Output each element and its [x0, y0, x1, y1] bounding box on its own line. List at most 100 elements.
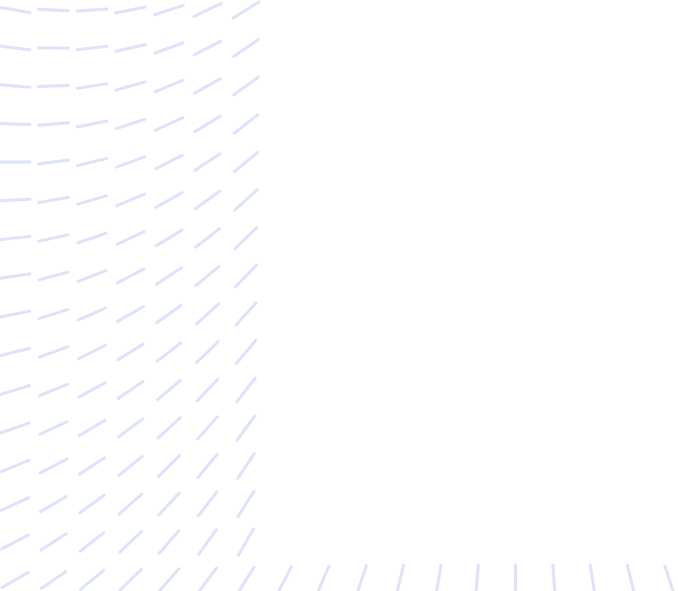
dash	[118, 568, 143, 591]
dash	[154, 191, 184, 209]
dash	[37, 308, 70, 320]
dash	[234, 263, 258, 289]
dash	[0, 533, 30, 551]
dash	[76, 194, 108, 206]
dash	[153, 116, 185, 132]
dash	[0, 121, 32, 127]
dash	[75, 7, 109, 13]
dash	[0, 272, 32, 280]
dash	[395, 563, 406, 591]
dash	[0, 496, 31, 512]
dash	[551, 563, 557, 591]
dash	[37, 7, 70, 13]
dash	[116, 342, 145, 362]
dash	[663, 564, 675, 591]
dash	[115, 230, 146, 246]
dash	[195, 377, 220, 403]
dash	[157, 529, 181, 555]
dash	[153, 78, 185, 94]
dash	[232, 38, 260, 58]
dash	[76, 231, 108, 245]
dash	[77, 456, 107, 476]
dash	[76, 269, 108, 283]
dash	[316, 564, 331, 591]
dash	[153, 3, 185, 17]
dash	[155, 303, 183, 325]
dash	[277, 565, 293, 591]
dash	[75, 44, 109, 52]
dash	[116, 380, 145, 400]
dash	[196, 452, 219, 480]
dash	[154, 153, 184, 171]
dash	[157, 567, 181, 591]
dash	[474, 563, 480, 591]
dash	[75, 156, 109, 168]
dash	[39, 532, 68, 552]
dash	[625, 563, 636, 591]
dash	[37, 158, 70, 166]
dash	[237, 565, 256, 591]
dash	[77, 381, 107, 399]
dash	[116, 417, 145, 439]
dash	[114, 43, 147, 53]
dash	[114, 155, 147, 169]
dash	[0, 346, 32, 358]
dash	[39, 494, 68, 514]
dash	[157, 491, 181, 517]
dash	[235, 376, 257, 404]
dash	[154, 266, 184, 286]
dash	[0, 421, 31, 435]
dash	[118, 530, 143, 554]
dash	[38, 457, 69, 475]
dash	[0, 309, 32, 319]
dash	[0, 458, 31, 474]
dash	[114, 117, 147, 131]
dash	[0, 384, 31, 396]
dash	[77, 343, 107, 361]
dash	[192, 2, 223, 18]
dash	[234, 339, 258, 365]
dash	[38, 382, 69, 398]
dash	[37, 345, 70, 359]
dash	[39, 569, 68, 591]
dash	[37, 195, 70, 205]
dash	[37, 270, 70, 282]
dash	[78, 493, 106, 515]
dash	[37, 83, 70, 89]
dash	[0, 571, 30, 589]
dash	[0, 197, 32, 203]
dash	[193, 189, 222, 211]
dash	[0, 5, 32, 15]
dash	[236, 489, 256, 519]
dash	[237, 527, 255, 557]
dash	[231, 0, 261, 20]
dash	[154, 228, 184, 248]
dash	[235, 414, 257, 442]
dash	[115, 305, 146, 323]
dash	[0, 83, 32, 89]
dash	[0, 234, 32, 242]
dash	[197, 566, 219, 591]
dash	[194, 227, 221, 249]
dash	[194, 264, 221, 288]
dash	[117, 455, 144, 477]
dash	[156, 416, 182, 440]
dash	[236, 452, 256, 480]
dash	[356, 564, 368, 591]
dash	[195, 340, 220, 364]
dash	[232, 113, 260, 135]
dash	[196, 415, 219, 441]
dash	[77, 418, 107, 438]
dash	[78, 531, 106, 553]
dash	[38, 420, 69, 436]
dash	[76, 306, 108, 322]
dash	[153, 41, 185, 55]
dash	[114, 80, 147, 92]
dash	[233, 150, 259, 174]
dash	[115, 267, 146, 285]
dash	[117, 492, 144, 516]
dash	[0, 44, 32, 52]
dash	[78, 569, 106, 591]
